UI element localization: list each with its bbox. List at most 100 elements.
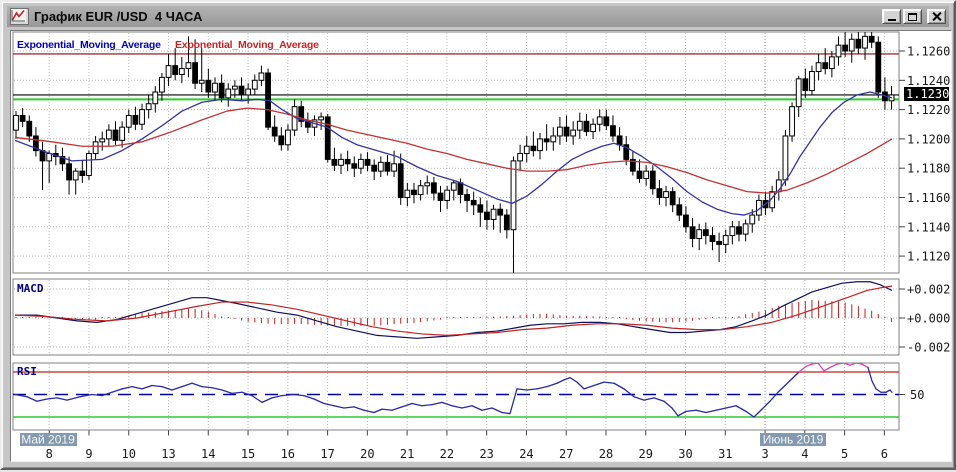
candle-down bbox=[649, 170, 656, 190]
rsi-segment bbox=[221, 389, 233, 395]
rsi-segment bbox=[603, 381, 615, 384]
candle-down bbox=[351, 163, 358, 169]
rsi-segment bbox=[281, 393, 295, 397]
candle-up bbox=[510, 160, 517, 231]
rsi-segment bbox=[241, 391, 253, 397]
price-axis-label: 1.1140 bbox=[907, 220, 950, 234]
close-icon bbox=[932, 11, 942, 22]
candle-down bbox=[875, 41, 882, 93]
date-label: 14 bbox=[201, 447, 215, 461]
rsi-segment bbox=[323, 402, 335, 407]
macd-line bbox=[15, 281, 893, 339]
rsi-segment bbox=[36, 398, 48, 402]
candle-down bbox=[32, 135, 39, 152]
rsi-segment bbox=[855, 363, 863, 365]
candle-up bbox=[225, 88, 232, 99]
candle-up bbox=[570, 129, 577, 137]
minimize-button[interactable] bbox=[882, 9, 901, 24]
rsi-segment bbox=[546, 382, 558, 388]
candle-up bbox=[450, 182, 457, 191]
candle-up bbox=[769, 191, 776, 209]
candle-down bbox=[676, 204, 683, 216]
rsi-segment bbox=[829, 363, 838, 369]
candle-down bbox=[656, 188, 663, 199]
candle-up bbox=[424, 182, 431, 187]
rsi-segment bbox=[823, 366, 831, 372]
rsi-panel[interactable] bbox=[12, 362, 900, 431]
rsi-segment bbox=[633, 396, 645, 401]
rsi-segment bbox=[481, 407, 493, 411]
date-label: 13 bbox=[161, 447, 175, 461]
macd-panel[interactable] bbox=[12, 278, 900, 356]
rsi-segment bbox=[805, 363, 813, 368]
rsi-segment bbox=[791, 371, 800, 380]
rsi-segment bbox=[576, 381, 585, 390]
rsi-segment bbox=[501, 411, 511, 415]
date-label: 10 bbox=[122, 447, 136, 461]
candle-up bbox=[404, 189, 411, 199]
candle-up bbox=[391, 163, 397, 172]
rsi-segment bbox=[509, 388, 518, 415]
rsi-segment bbox=[411, 402, 423, 407]
window-controls bbox=[882, 9, 946, 24]
rsi-segment bbox=[526, 388, 538, 391]
rsi-segment bbox=[569, 376, 578, 383]
candle-up bbox=[795, 78, 802, 108]
price-axis-label: 1.1180 bbox=[907, 162, 950, 176]
rsi-segment bbox=[735, 405, 747, 413]
date-label: 3 bbox=[761, 447, 768, 461]
macd-label: MACD bbox=[17, 282, 44, 295]
candle-down bbox=[205, 79, 212, 93]
candle-up bbox=[377, 161, 384, 172]
rsi-segment bbox=[871, 380, 877, 390]
rsi-segment bbox=[777, 384, 786, 393]
date-label: 15 bbox=[241, 447, 255, 461]
ema-fast-line bbox=[14, 91, 893, 216]
candle-up bbox=[862, 35, 868, 49]
candle-down bbox=[563, 126, 570, 137]
rsi-segment bbox=[211, 387, 223, 391]
candle-down bbox=[79, 170, 86, 177]
month-badge-may bbox=[20, 433, 77, 446]
candle-down bbox=[218, 82, 225, 99]
candle-down bbox=[39, 150, 46, 162]
candle-up bbox=[696, 229, 703, 240]
rsi-segment bbox=[293, 393, 305, 397]
candle-up bbox=[835, 44, 842, 58]
rsi-segment bbox=[26, 396, 38, 402]
candle-down bbox=[59, 155, 66, 165]
candle-up bbox=[92, 141, 99, 155]
rsi-segment bbox=[161, 385, 173, 391]
rsi-segment bbox=[861, 363, 869, 369]
title-bar[interactable]: График EUR /USD 4 ЧАСА bbox=[7, 6, 949, 27]
rsi-segment bbox=[401, 402, 413, 408]
candle-down bbox=[397, 163, 404, 198]
rsi-segment bbox=[875, 388, 882, 393]
candle-up bbox=[576, 120, 583, 131]
candles-layer bbox=[13, 32, 895, 273]
rsi-segment bbox=[563, 376, 571, 381]
rsi-axis-label: 50 bbox=[910, 388, 924, 402]
candle-up bbox=[596, 116, 603, 125]
price-axis-label: 1.1160 bbox=[907, 191, 950, 205]
rsi-segment bbox=[817, 363, 825, 372]
candle-down bbox=[629, 158, 636, 172]
maximize-icon bbox=[908, 13, 917, 21]
date-label: 6 bbox=[881, 447, 888, 461]
macd-axis-label: -0.002 bbox=[907, 341, 950, 355]
rsi-segment bbox=[333, 405, 345, 409]
maximize-button[interactable] bbox=[903, 9, 922, 24]
close-button[interactable] bbox=[927, 9, 946, 24]
candle-up bbox=[46, 153, 53, 162]
main-chart-panel[interactable] bbox=[12, 31, 900, 274]
date-label: 23 bbox=[479, 447, 493, 461]
date-label: 20 bbox=[360, 447, 374, 461]
candle-up bbox=[782, 135, 789, 181]
date-label: 30 bbox=[678, 447, 692, 461]
date-label: 21 bbox=[400, 447, 414, 461]
rsi-segment bbox=[677, 410, 687, 417]
date-label: 17 bbox=[320, 447, 334, 461]
candle-up bbox=[417, 185, 424, 196]
rsi-segment bbox=[441, 401, 453, 407]
